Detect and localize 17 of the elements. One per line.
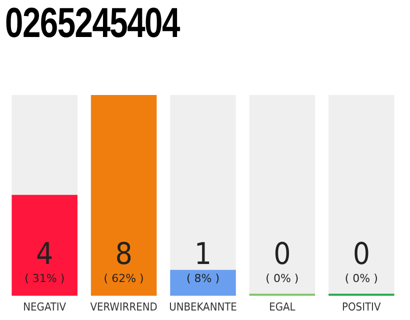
- chart-title: 0265245404: [5, 0, 180, 46]
- bar: [170, 270, 236, 295]
- annotation: ( 62% ): [104, 272, 144, 285]
- x-tick-label: POSITIV: [342, 300, 381, 314]
- x-tick-label: VERWIRREND: [90, 300, 158, 314]
- annotation: ( 0% ): [266, 272, 299, 285]
- data-label: 1: [194, 236, 212, 272]
- data-label: 0: [352, 236, 370, 272]
- annotation: ( 31% ): [24, 272, 65, 285]
- data-label: 8: [115, 236, 132, 272]
- annotation: ( 0% ): [344, 272, 378, 285]
- x-tick-label: UNBEKANNTE: [169, 300, 237, 314]
- x-tick-label: EGAL: [269, 300, 296, 314]
- x-tick-label: NEGATIV: [23, 300, 66, 314]
- data-label: 4: [36, 236, 54, 272]
- data-label: 0: [274, 236, 291, 272]
- annotation: ( 8% ): [186, 272, 220, 285]
